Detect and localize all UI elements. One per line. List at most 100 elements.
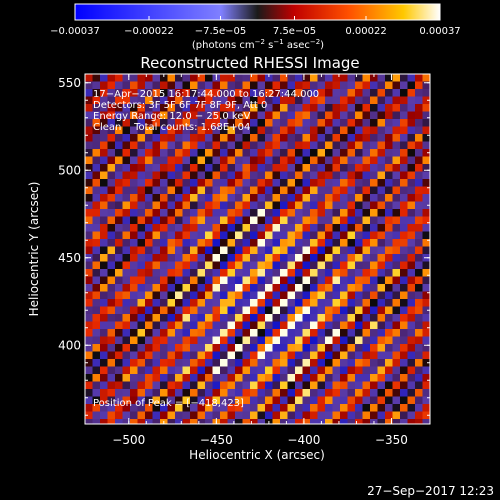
- heatmap-cell: [145, 306, 153, 315]
- heatmap-cell: [287, 156, 296, 165]
- heatmap-cell: [182, 404, 191, 412]
- heatmap-cell: [355, 231, 363, 240]
- heatmap-cell: [122, 351, 131, 360]
- heatmap-cell: [205, 186, 213, 195]
- heatmap-cell: [160, 411, 168, 420]
- heatmap-cell: [272, 374, 281, 382]
- heatmap-cell: [377, 111, 386, 120]
- heatmap-cell: [272, 351, 281, 360]
- heatmap-cell: [242, 216, 251, 225]
- heatmap-cell: [220, 81, 228, 90]
- heatmap-cell: [362, 381, 371, 390]
- heatmap-cell: [280, 374, 288, 382]
- heatmap-cell: [145, 89, 153, 97]
- heatmap-cell: [160, 389, 168, 397]
- heatmap-cell: [122, 89, 131, 97]
- heatmap-cell: [190, 254, 198, 262]
- heatmap-cell: [377, 164, 386, 172]
- heatmap-cell: [325, 411, 333, 420]
- heatmap-cell: [182, 411, 191, 420]
- heatmap-cell: [167, 149, 176, 157]
- heatmap-cell: [295, 209, 303, 217]
- heatmap-cell: [100, 194, 108, 202]
- heatmap-cell: [122, 119, 131, 127]
- heatmap-cell: [377, 104, 386, 112]
- heatmap-cell: [332, 171, 341, 180]
- heatmap-cell: [205, 344, 213, 352]
- heatmap-cell: [385, 269, 393, 277]
- heatmap-cell: [400, 336, 408, 345]
- heatmap-cell: [355, 389, 363, 397]
- heatmap-cell: [250, 209, 258, 217]
- heatmap-cell: [250, 336, 258, 345]
- heatmap-cell: [340, 149, 348, 157]
- heatmap-cell: [325, 149, 333, 157]
- heatmap-cell: [392, 284, 401, 292]
- heatmap-cell: [160, 314, 168, 322]
- heatmap-cell: [340, 134, 348, 142]
- heatmap-cell: [392, 156, 401, 165]
- heatmap-cell: [415, 216, 423, 225]
- heatmap-cell: [167, 404, 176, 412]
- heatmap-cell: [137, 164, 146, 172]
- heatmap-cell: [340, 111, 348, 120]
- heatmap-cell: [340, 141, 348, 150]
- heatmap-cell: [137, 179, 146, 187]
- heatmap-cell: [392, 276, 401, 285]
- heatmap-cell: [122, 231, 131, 240]
- heatmap-cell: [377, 306, 386, 315]
- heatmap-cell: [325, 74, 333, 82]
- heatmap-cell: [257, 411, 266, 420]
- heatmap-cell: [137, 419, 146, 424]
- heatmap-cell: [205, 156, 213, 165]
- heatmap-cell: [385, 96, 393, 105]
- heatmap-cell: [175, 231, 183, 240]
- heatmap-cell: [220, 239, 228, 247]
- heatmap-cell: [175, 291, 183, 300]
- heatmap-cell: [362, 374, 371, 382]
- heatmap-cell: [212, 306, 221, 315]
- heatmap-cell: [377, 194, 386, 202]
- heatmap-cell: [227, 329, 236, 337]
- heatmap-cell: [422, 239, 430, 247]
- heatmap-cell: [377, 201, 386, 210]
- heatmap-cell: [227, 419, 236, 424]
- heatmap-cell: [152, 389, 161, 397]
- heatmap-cell: [332, 89, 341, 97]
- heatmap-cell: [280, 74, 288, 82]
- heatmap-cell: [92, 141, 101, 150]
- heatmap-cell: [287, 299, 296, 307]
- heatmap-cell: [100, 111, 108, 120]
- heatmap-cell: [130, 126, 138, 135]
- heatmap-cell: [355, 74, 363, 82]
- heatmap-cell: [317, 299, 326, 307]
- heatmap-cell: [385, 119, 393, 127]
- heatmap-cell: [407, 389, 416, 397]
- heatmap-cell: [122, 81, 131, 90]
- heatmap-cell: [175, 74, 183, 82]
- heatmap-cell: [355, 201, 363, 210]
- heatmap-cell: [362, 329, 371, 337]
- heatmap-cell: [377, 374, 386, 382]
- heatmap-cell: [422, 344, 430, 352]
- heatmap-cell: [325, 291, 333, 300]
- heatmap-cell: [370, 404, 378, 412]
- heatmap-cell: [370, 231, 378, 240]
- heatmap-cell: [175, 306, 183, 315]
- heatmap-cell: [415, 201, 423, 210]
- heatmap-cell: [137, 171, 146, 180]
- heatmap-cell: [175, 201, 183, 210]
- heatmap-cell: [100, 306, 108, 315]
- heatmap-cell: [220, 306, 228, 315]
- heatmap-cell: [295, 104, 303, 112]
- heatmap-cell: [167, 111, 176, 120]
- heatmap-cell: [325, 119, 333, 127]
- heatmap-cell: [122, 126, 131, 135]
- heatmap-cell: [325, 186, 333, 195]
- heatmap-cell: [197, 314, 206, 322]
- heatmap-cell: [347, 231, 356, 240]
- heatmap-cell: [190, 126, 198, 135]
- heatmap-cell: [265, 224, 273, 232]
- heatmap-cell: [115, 396, 123, 405]
- heatmap-cell: [250, 149, 258, 157]
